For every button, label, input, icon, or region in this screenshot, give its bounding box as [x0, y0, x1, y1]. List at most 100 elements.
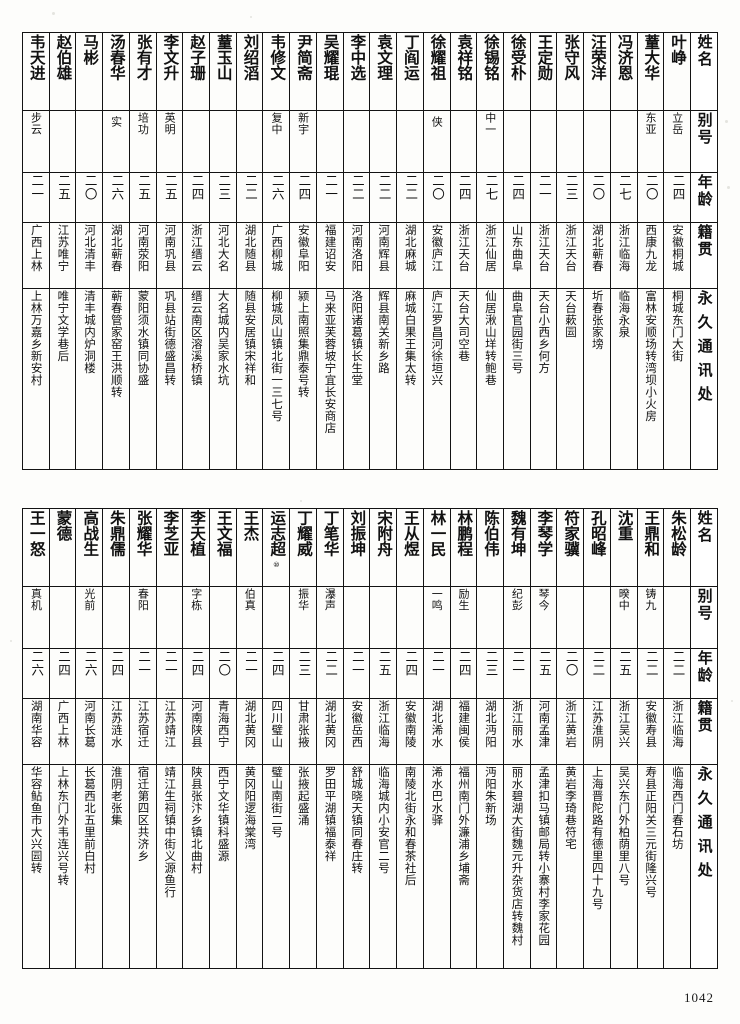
address-text: 西宁文华镇科盛源: [216, 766, 231, 862]
roster-table-top-body: 韦天进 赵伯雄 马彬 汤春华 张有才 李文升 赵子珊 蕫玉山 刘绍滔 韦修文 尹简斋 吴耀琨 李中选 袁文…: [22, 32, 719, 470]
cell-age: 二六: [22, 648, 50, 699]
address-text: 丽水碧湖大街魏元升杂货店转魏村: [510, 766, 525, 946]
cell-age: 二七: [609, 172, 638, 223]
origin-text: 湖北蕲春: [109, 224, 124, 272]
cell-name: 李芝亚: [155, 508, 184, 587]
name-text: 陈伯伟: [481, 510, 500, 557]
cell-alias: 英明: [155, 110, 184, 173]
age-text: 二二: [242, 174, 258, 201]
name-text: 王从煜: [401, 510, 420, 557]
name-text: 丁阎运: [401, 34, 420, 81]
cell-alias: [182, 110, 211, 173]
cell-name: 汤春华: [102, 32, 130, 111]
origin-text: 西康九龙: [644, 224, 659, 272]
cell-alias: [369, 586, 398, 649]
name-text: 魏有坤: [508, 510, 527, 557]
name-text: 朱松龄: [669, 510, 687, 557]
cell-age: 二三: [476, 648, 504, 699]
cell-age: 二六: [262, 172, 291, 223]
row-header-label: 年龄: [695, 650, 714, 684]
roster-row-origin: 广西上林 江苏唯宁 河北清丰 湖北蕲春 河南荥阳 河南巩县 浙江缙云 河北大名 湖北随县 广西柳城…: [22, 222, 719, 289]
address-text: 富林安顺场转湾坝小火房: [644, 290, 659, 422]
cell-name: 魏有坤: [502, 508, 531, 587]
alias-text: 东亚: [644, 112, 657, 135]
cell-alias: 复中: [262, 110, 291, 173]
alias-text: 暌中: [617, 588, 631, 611]
name-text: 刘绍滔: [241, 34, 260, 81]
cell-alias: 瀑声: [315, 586, 344, 649]
cell-address: 柳城凤山镇北街一三七号: [262, 288, 291, 470]
age-text: 二三: [563, 174, 579, 201]
cell-address: 陕县张汴乡镇北曲村: [182, 764, 211, 969]
alias-text: 振华: [296, 588, 310, 611]
cell-age: 二一: [155, 648, 184, 699]
cell-address: 丽水碧湖大街魏元升杂货店转魏村: [502, 764, 531, 969]
cell-origin: 江苏靖江: [155, 698, 184, 765]
cell-address: 张掖起盛涌: [289, 764, 317, 969]
cell-name: 刘振坤: [342, 508, 371, 587]
name-text: 徐受朴: [508, 34, 527, 81]
cell-alias: 培功: [128, 110, 157, 173]
origin-text: 广西上林: [29, 224, 44, 272]
row-header-label: 姓名: [695, 34, 714, 68]
alias-text: 真机: [29, 588, 43, 611]
address-text: 巩县站街德盛昌转: [163, 290, 178, 386]
cell-name: 朱松龄: [663, 508, 691, 587]
cell-origin: 江苏宿迁: [128, 698, 157, 765]
origin-text: 河南长葛: [83, 700, 98, 748]
cell-alias: [155, 586, 184, 649]
cell-name: 李琴学: [529, 508, 558, 587]
cell-age: 二二: [636, 648, 665, 699]
age-text: 二七: [483, 174, 499, 201]
cell-alias: [209, 110, 237, 173]
roster-row-address: 上林万嘉乡新安村 唯宁文学巷后 清丰城内炉洞楼 蕲春管家窑王洪顺转 蒙阳须水镇同协盛 巩县…: [22, 288, 719, 470]
address-text: 辉县南关新乡路: [376, 290, 391, 374]
name-text: 孔昭峰: [588, 510, 607, 557]
cell-address: 靖江生祠镇中街义源鱼行: [155, 764, 184, 969]
cell-age: 二四: [102, 648, 130, 699]
alias-text: 一鸣: [430, 588, 444, 611]
page-number: 1042: [684, 990, 714, 1005]
cell-name: 徐受朴: [502, 32, 531, 111]
cell-age: 二六: [75, 648, 104, 699]
age-text: 二五: [376, 650, 392, 677]
origin-text: 安徽岳西: [350, 700, 365, 748]
origin-text: 青海西宁: [216, 700, 231, 748]
age-text: 二六: [29, 650, 45, 677]
cell-name: 林鹏程: [449, 508, 478, 587]
address-text: 曲阜官园街三号: [510, 290, 525, 374]
address-text: 长葛西北五里前白村: [83, 766, 98, 874]
origin-text: 河南辉县: [377, 224, 392, 272]
cell-age: 二〇: [75, 172, 104, 223]
cell-age: 二一: [235, 648, 264, 699]
cell-address: 临海西门春石坊: [663, 764, 691, 969]
cell-address: 蕲春管家窑王洪顺转: [102, 288, 130, 470]
origin-text: 湖北蕲春: [590, 224, 605, 272]
cell-alias: [48, 110, 77, 173]
name-text: 李芝亚: [161, 510, 180, 557]
age-text: 二七: [617, 174, 633, 201]
cell-alias: 中一: [476, 110, 504, 173]
cell-name: 李中选: [342, 32, 371, 111]
cell-address: 仙居湫山垟转鲍巷: [476, 288, 504, 470]
age-text: 二五: [136, 174, 152, 201]
roster-row-origin: 湖南华容 广西上林 河南长葛 江苏涟水 江苏宿迁 江苏靖江 河南陕县 青海西宁 湖北黄冈 四川璧山…: [22, 698, 719, 765]
cell-age: 二四: [502, 172, 531, 223]
origin-text: 安徽南陵: [403, 700, 418, 748]
name-text: 冯济恩: [615, 34, 634, 81]
cell-age: 二五: [369, 648, 398, 699]
age-text: 二四: [296, 174, 312, 201]
cell-address: 淮阴老张集: [102, 764, 130, 969]
cell-alias: [583, 110, 611, 173]
age-text: 二四: [403, 650, 419, 677]
cell-alias: [209, 586, 237, 649]
age-text: 二五: [617, 650, 633, 677]
address-text: 天台小西乡何方: [537, 290, 552, 374]
cell-origin: 浙江临海: [369, 698, 398, 765]
row-header-name: 姓名: [689, 32, 719, 111]
cell-age: 二四: [48, 648, 77, 699]
address-text: 缙云南区溶溪桥镇: [189, 290, 204, 386]
origin-text: 甘肃张掖: [296, 700, 311, 748]
name-text: 韦天进: [27, 34, 46, 81]
